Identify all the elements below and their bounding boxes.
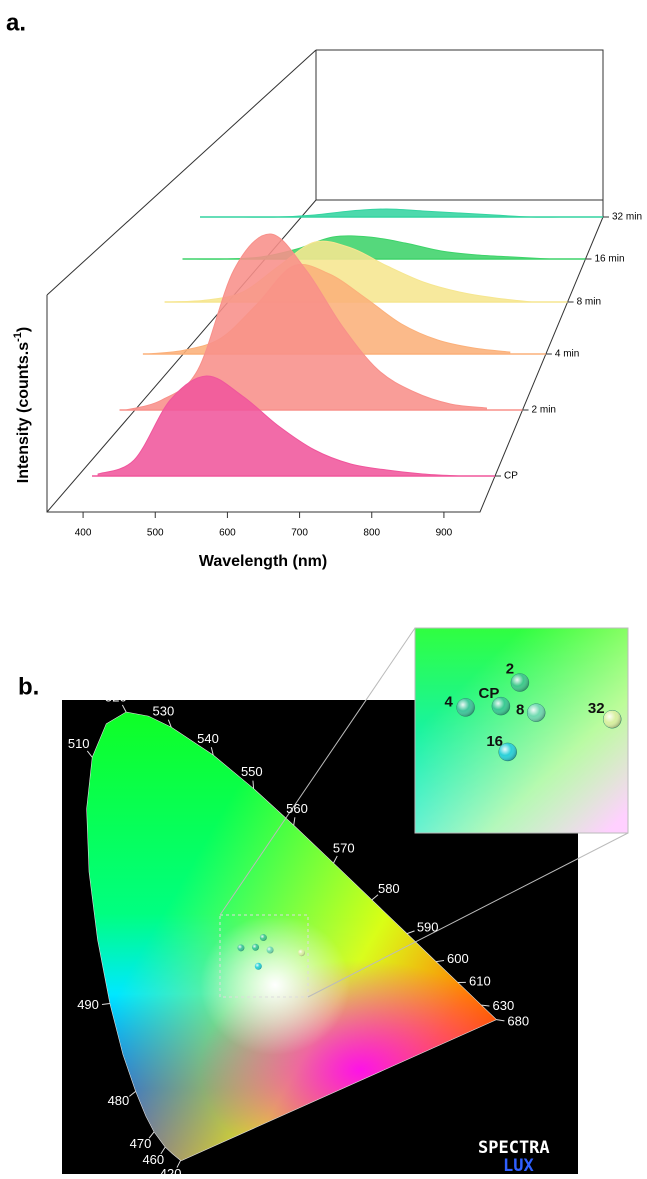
y-label-sup: -1 (12, 332, 24, 342)
point-label: 8 (516, 702, 524, 719)
point-shine (260, 934, 267, 941)
y-label-text: ) (15, 327, 32, 332)
y-axis-label: Intensity (counts.s-1) (12, 327, 32, 483)
inset-point-shine (457, 698, 475, 716)
x-tick-label: 700 (291, 528, 308, 539)
wavelength-label: 610 (469, 974, 491, 989)
point-label: 16 (486, 733, 503, 750)
series-label: 2 min (532, 405, 556, 416)
point-label: 4 (444, 693, 453, 710)
spectrum-area (206, 209, 567, 217)
logo: LUX (503, 1156, 534, 1174)
wavelength-label: 630 (493, 998, 515, 1013)
wavelength-label: 560 (286, 801, 308, 816)
series-label: CP (504, 471, 518, 482)
wavelength-label: 520 (105, 689, 127, 704)
point-shine (267, 946, 274, 953)
wavelength-label: 510 (68, 736, 90, 751)
wavelength-label: 570 (333, 840, 355, 855)
y-label-text: Intensity (counts.s (15, 342, 32, 483)
x-tick-label: 500 (147, 528, 164, 539)
inset-point-shine (603, 710, 621, 728)
series-label: 4 min (555, 349, 579, 360)
x-tick-label: 800 (363, 528, 380, 539)
wavelength-label: 470 (130, 1136, 152, 1151)
panel-label: a. (6, 9, 26, 36)
point-shine (255, 963, 262, 970)
panel-label: b. (18, 673, 39, 700)
point-label: CP (478, 685, 499, 702)
logo: SPECTRA (478, 1138, 550, 1158)
wavelength-label: 460 (142, 1152, 164, 1167)
locus-tick (253, 781, 254, 789)
inset: CP 2 4 8 16 32 (415, 628, 628, 833)
series-label: 8 min (577, 297, 601, 308)
inset-point-shine (527, 704, 545, 722)
wavelength-label: 480 (108, 1093, 130, 1108)
point-shine (252, 944, 259, 951)
wavelength-label: 680 (507, 1014, 529, 1029)
wavelength-label: 580 (378, 881, 400, 896)
point-shine (237, 944, 244, 951)
wavelength-label: 530 (153, 704, 175, 719)
wavelength-label: 600 (447, 951, 469, 966)
wavelength-label: 540 (197, 731, 219, 746)
wavelength-label: 490 (77, 997, 99, 1012)
waterfall-chart: Wavelength (nm) Intensity (counts.s-1) 4… (12, 50, 642, 570)
point-shine (298, 949, 305, 956)
x-tick-label: 400 (75, 528, 92, 539)
wavelength-label: 590 (417, 920, 439, 935)
series-label: 16 min (595, 254, 625, 265)
x-axis-label: Wavelength (nm) (199, 553, 327, 570)
x-tick-label: 600 (219, 528, 236, 539)
wavelength-label: 550 (241, 764, 263, 779)
point-label: 32 (588, 700, 605, 717)
series-label: 32 min (612, 212, 642, 223)
x-tick-label: 900 (436, 528, 453, 539)
wavelength-label: 420 (160, 1166, 182, 1174)
point-label: 2 (506, 661, 514, 678)
